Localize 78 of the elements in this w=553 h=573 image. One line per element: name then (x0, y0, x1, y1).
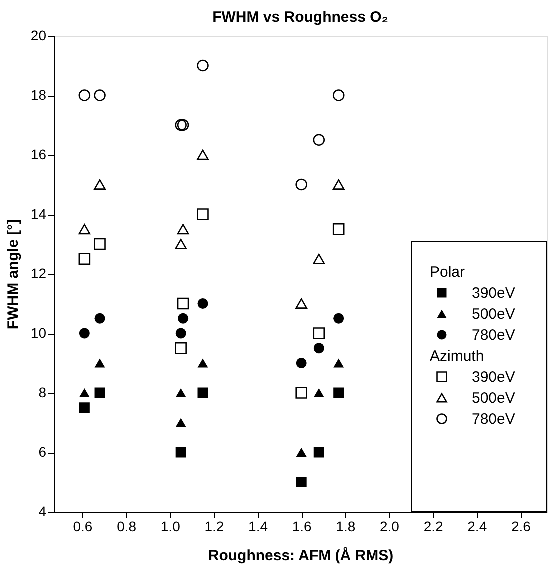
point (296, 298, 308, 309)
point (334, 358, 344, 368)
point (79, 388, 90, 398)
x-tick-label: 0.6 (73, 518, 93, 534)
x-tick-label: 2.0 (380, 518, 400, 534)
point (313, 134, 326, 146)
x-tick-label: 2.2 (424, 518, 444, 534)
point (175, 342, 187, 354)
point (332, 90, 345, 102)
y-axis-title: FWHM angle [°] (4, 219, 22, 330)
point (178, 313, 189, 324)
point (78, 253, 91, 266)
x-tick-label: 1.8 (336, 518, 356, 534)
x-tick-label: 0.8 (117, 518, 137, 534)
point (175, 239, 187, 250)
point (314, 388, 324, 398)
point (94, 90, 106, 102)
point (176, 418, 186, 428)
x-tick-label: 1.4 (248, 518, 268, 534)
legend-label: 500eV (472, 306, 516, 323)
point (296, 358, 307, 368)
point (198, 298, 208, 309)
point (94, 388, 106, 398)
point (334, 388, 344, 398)
y-tick-label: 14 (30, 206, 47, 222)
point (177, 119, 190, 132)
point (296, 477, 307, 488)
x-axis-title: Roughness: AFM (Å RMS) (208, 546, 394, 564)
point (78, 224, 91, 235)
point (94, 313, 106, 324)
point (175, 119, 187, 132)
legend-label: 780eV (472, 411, 516, 428)
y-tick-label: 16 (30, 146, 47, 162)
point (94, 358, 106, 368)
point (79, 328, 90, 339)
point (197, 208, 209, 220)
y-tick-label: 10 (30, 325, 47, 341)
point (332, 223, 345, 236)
point (176, 328, 186, 339)
point (334, 313, 344, 324)
annotation: Polar (430, 264, 466, 281)
point (314, 447, 324, 458)
point (313, 254, 326, 264)
annotation: Azimuth (430, 348, 484, 365)
point (198, 388, 208, 398)
point (176, 388, 186, 398)
point (198, 358, 208, 368)
y-tick-label: 18 (30, 87, 47, 103)
point (296, 448, 307, 458)
point (313, 328, 326, 340)
point (177, 224, 190, 235)
point (94, 238, 106, 250)
legend-label: 780eV (472, 327, 516, 344)
x-tick-label: 1.2 (204, 518, 224, 534)
point (197, 150, 209, 160)
point (296, 178, 308, 191)
point (314, 343, 324, 354)
legend-label: 390eV (472, 285, 516, 302)
x-tick-label: 2.6 (511, 518, 532, 534)
y-tick-label: 12 (30, 266, 47, 282)
point (177, 298, 190, 310)
legend-label: 500eV (472, 390, 516, 407)
y-tick-label: 8 (38, 384, 47, 400)
point (176, 447, 186, 458)
y-tick-label: 4 (38, 504, 47, 520)
legend-label: 390eV (472, 369, 516, 386)
point (94, 180, 106, 190)
point (296, 387, 308, 399)
point (197, 60, 209, 72)
y-tick-label: 6 (38, 444, 47, 460)
chart-title: FWHM vs Roughness O₂ (212, 9, 388, 26)
x-tick-label: 2.4 (468, 518, 488, 534)
point (79, 402, 90, 414)
point (332, 180, 345, 190)
y-tick-label: 20 (30, 28, 47, 44)
point (78, 90, 91, 102)
x-tick-label: 1.6 (292, 518, 312, 534)
x-tick-label: 1.0 (160, 518, 181, 534)
